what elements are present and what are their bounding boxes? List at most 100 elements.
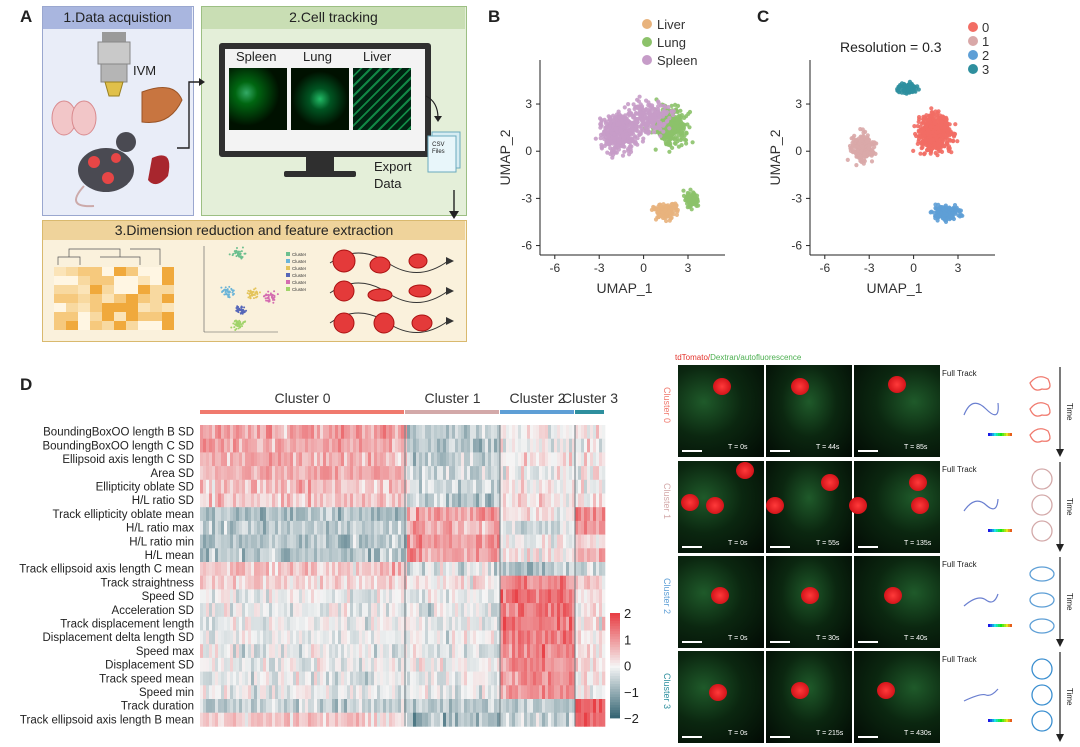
heatmap-cell bbox=[587, 575, 591, 590]
umap-point bbox=[921, 114, 926, 119]
mini-umap-point bbox=[244, 320, 247, 323]
heatmap-cell bbox=[470, 438, 474, 453]
heatmap-cell bbox=[413, 657, 417, 672]
heatmap-cell bbox=[392, 562, 396, 576]
heatmap-cell bbox=[377, 479, 381, 494]
heatmap-cell bbox=[305, 616, 309, 631]
heatmap-cell bbox=[569, 479, 573, 494]
heatmap-cell bbox=[350, 616, 354, 631]
heatmap-cell bbox=[386, 425, 390, 439]
heatmap-cell bbox=[371, 479, 375, 494]
heatmap-cell bbox=[359, 507, 363, 522]
heatmap-cell bbox=[581, 534, 585, 549]
umap-point bbox=[952, 133, 957, 138]
heatmap-cell bbox=[596, 589, 600, 604]
heatmap-cell bbox=[488, 452, 492, 467]
heatmap-cell bbox=[578, 575, 582, 590]
heatmap-cell bbox=[239, 562, 243, 576]
heatmap-cell bbox=[449, 575, 453, 590]
heatmap-cell bbox=[596, 425, 600, 439]
heatmap-cell bbox=[383, 657, 387, 672]
umap-point bbox=[656, 122, 661, 128]
mini-heatmap-cell bbox=[102, 321, 114, 330]
heatmap-cell bbox=[419, 644, 423, 659]
heatmap-cell bbox=[482, 589, 486, 604]
heatmap-cell bbox=[233, 493, 237, 508]
heatmap-cell bbox=[218, 575, 222, 590]
mini-umap-point bbox=[246, 292, 249, 295]
heatmap-cell bbox=[365, 534, 369, 549]
heatmap-cell bbox=[296, 438, 300, 453]
heatmap-cell bbox=[602, 507, 606, 522]
heatmap-cell bbox=[512, 466, 516, 481]
heatmap-cell bbox=[521, 479, 525, 494]
heatmap-cell bbox=[278, 466, 282, 481]
heatmap-cell bbox=[335, 466, 339, 481]
heatmap-cell bbox=[329, 534, 333, 549]
heatmap-cell bbox=[272, 438, 276, 453]
heatmap-cell bbox=[224, 589, 228, 604]
heatmap-cell bbox=[374, 479, 378, 494]
heatmap-cell bbox=[503, 466, 507, 481]
heatmap-cell bbox=[263, 562, 267, 576]
heatmap-cell bbox=[347, 644, 351, 659]
mini-heatmap-cell bbox=[138, 276, 150, 285]
heatmap-cell bbox=[500, 466, 504, 481]
heatmap-cell bbox=[431, 534, 435, 549]
heatmap-cell bbox=[572, 507, 576, 522]
heatmap-cell bbox=[455, 438, 459, 453]
heatmap-cell bbox=[395, 575, 399, 590]
heatmap-cell bbox=[536, 630, 540, 645]
heatmap-cell bbox=[212, 657, 216, 672]
mini-heatmap-cell bbox=[54, 285, 66, 294]
heatmap-cell bbox=[344, 466, 348, 481]
heatmap-cell bbox=[515, 589, 519, 604]
heatmap-cell bbox=[236, 507, 240, 522]
umap-point bbox=[637, 94, 642, 99]
heatmap-cell bbox=[299, 575, 303, 590]
heatmap-cell bbox=[491, 616, 495, 631]
heatmap-cell bbox=[428, 657, 432, 672]
heatmap-cell bbox=[425, 452, 429, 467]
heatmap-cell bbox=[365, 657, 369, 672]
heatmap-cell bbox=[242, 479, 246, 494]
heatmap-cell bbox=[245, 630, 249, 645]
heatmap-cell bbox=[416, 520, 420, 535]
heatmap-cell bbox=[302, 438, 306, 453]
heatmap-cell bbox=[494, 520, 498, 535]
heatmap-cell bbox=[521, 534, 525, 549]
heatmap-cell bbox=[287, 507, 291, 522]
heatmap-cell bbox=[419, 589, 423, 604]
heatmap-cell bbox=[584, 575, 588, 590]
heatmap-cell bbox=[431, 520, 435, 535]
heatmap-cell bbox=[203, 479, 207, 494]
heatmap-cell bbox=[245, 575, 249, 590]
heatmap-cell bbox=[431, 425, 435, 439]
heatmap-cell bbox=[353, 644, 357, 659]
heatmap-cell bbox=[461, 562, 465, 576]
umap-point bbox=[941, 216, 946, 221]
heatmap-cell bbox=[218, 425, 222, 439]
heatmap-cell bbox=[476, 425, 480, 439]
heatmap-cell bbox=[467, 534, 471, 549]
heatmap-cell bbox=[395, 644, 399, 659]
heatmap-cell bbox=[554, 630, 558, 645]
heatmap-cell bbox=[359, 589, 363, 604]
umap-point bbox=[646, 130, 651, 135]
mini-heatmap-cell bbox=[90, 276, 102, 285]
heatmap-cell bbox=[236, 630, 240, 645]
heatmap-cell bbox=[554, 452, 558, 467]
heatmap-cell bbox=[467, 644, 471, 659]
umap-point bbox=[598, 136, 603, 141]
umap-point bbox=[849, 145, 854, 151]
heatmap-cell bbox=[458, 630, 462, 645]
heatmap-cell bbox=[602, 548, 606, 563]
heatmap-cell bbox=[434, 548, 438, 563]
heatmap-cell bbox=[251, 603, 255, 618]
mini-dendrogram bbox=[57, 248, 161, 265]
heatmap-cell bbox=[290, 452, 294, 467]
umap-point bbox=[641, 122, 646, 127]
heatmap-cell bbox=[587, 493, 591, 508]
heatmap-cell bbox=[239, 589, 243, 604]
heatmap-cell bbox=[230, 616, 234, 631]
